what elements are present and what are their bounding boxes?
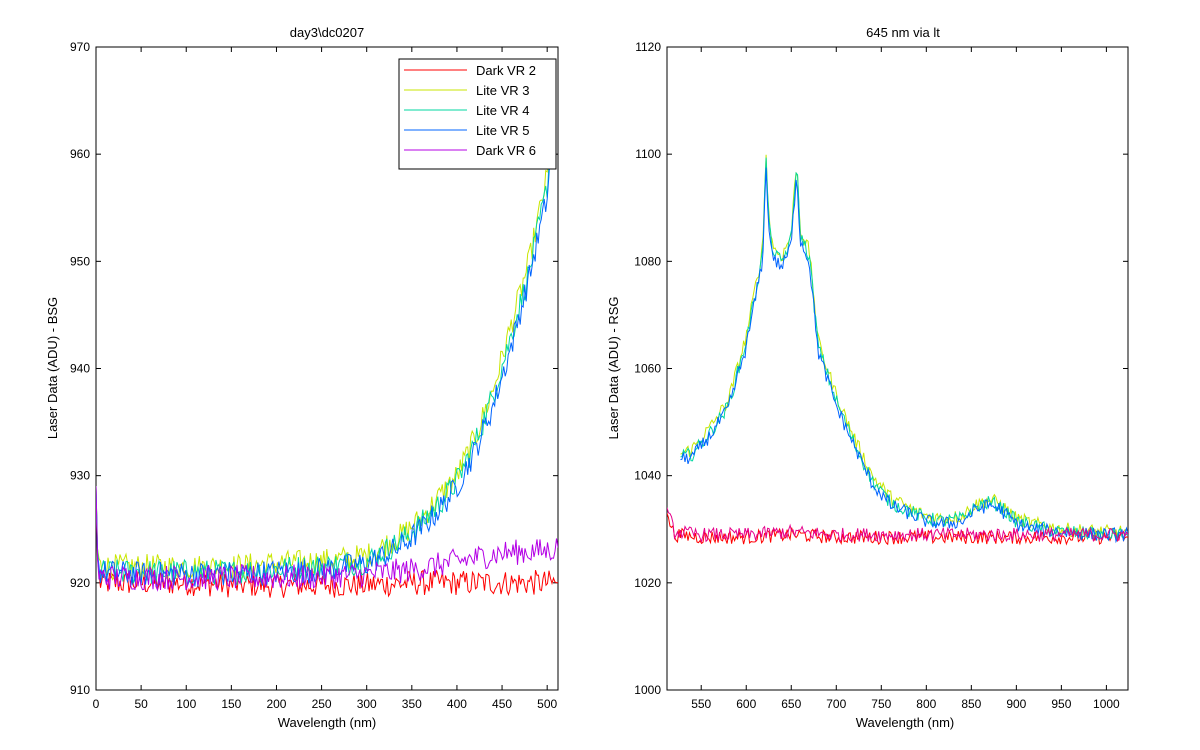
x-tick-label: 200	[266, 697, 286, 711]
x-tick-label: 1000	[1093, 697, 1120, 711]
series-line-lite-vr-3	[96, 121, 553, 582]
y-tick-label: 930	[70, 469, 90, 483]
series-group	[667, 154, 1128, 546]
x-tick-label: 800	[916, 697, 936, 711]
y-tick-label: 920	[70, 576, 90, 590]
y-tick-label: 970	[70, 40, 90, 54]
legend: Dark VR 2 Lite VR 3 Lite VR 4 Lite VR 5 Dark…	[398, 58, 557, 170]
series-line-lite-vr-4	[96, 132, 553, 586]
x-tick-label: 250	[312, 697, 332, 711]
series-line-lite-vr-3	[680, 154, 1128, 539]
right-plot-panel: 645 nm via lt Wavelength (nm) Laser Data…	[606, 25, 1129, 730]
x-tick-label: 850	[961, 697, 981, 711]
y-tick-label: 1080	[634, 254, 661, 268]
legend-label: Dark VR 2	[476, 63, 536, 78]
series-line-lite-vr-4	[680, 157, 1128, 542]
y-tick-label: 1000	[634, 683, 661, 697]
series-line-dark-vr-6	[667, 507, 1128, 544]
x-tick-label: 350	[402, 697, 422, 711]
x-tick-label: 400	[447, 697, 467, 711]
series-line-lite-vr-5	[96, 143, 553, 588]
x-tick-label: 550	[691, 697, 711, 711]
x-tick-label: 600	[736, 697, 756, 711]
y-tick-label: 1060	[634, 362, 661, 376]
series-line-lite-vr-5	[680, 167, 1128, 544]
series-group	[96, 121, 558, 598]
right-x-axis-label: Wavelength (nm)	[856, 715, 955, 730]
y-tick-label: 950	[70, 254, 90, 268]
series-line-dark-vr-6	[96, 486, 558, 592]
left-plot-panel: day3\dc0207 Wavelength (nm) Laser Data (…	[45, 25, 559, 730]
y-tick-label: 1020	[634, 576, 661, 590]
x-tick-label: 0	[93, 697, 100, 711]
x-tick-label: 650	[781, 697, 801, 711]
legend-label: Lite VR 5	[476, 123, 529, 138]
y-tick-label: 960	[70, 147, 90, 161]
left-y-axis-label: Laser Data (ADU) - BSG	[45, 297, 60, 439]
y-tick-label: 910	[70, 683, 90, 697]
y-tick-label: 940	[70, 362, 90, 376]
right-y-axis-label: Laser Data (ADU) - RSG	[606, 296, 621, 439]
legend-label: Dark VR 6	[476, 143, 536, 158]
x-tick-label: 50	[134, 697, 148, 711]
x-tick-label: 950	[1051, 697, 1071, 711]
x-tick-label: 750	[871, 697, 891, 711]
x-tick-label: 100	[176, 697, 196, 711]
legend-label: Lite VR 3	[476, 83, 529, 98]
x-tick-label: 150	[221, 697, 241, 711]
left-plot-title: day3\dc0207	[290, 25, 364, 40]
y-tick-label: 1100	[635, 147, 661, 161]
left-x-axis-label: Wavelength (nm)	[278, 715, 377, 730]
series-line-dark-vr-2	[667, 513, 1128, 546]
right-plot-title: 645 nm via lt	[866, 25, 940, 40]
x-tick-label: 300	[357, 697, 377, 711]
x-tick-label: 900	[1006, 697, 1026, 711]
y-tick-label: 1040	[634, 469, 661, 483]
x-tick-label: 700	[826, 697, 846, 711]
legend-box	[398, 58, 557, 170]
y-tick-label: 1120	[635, 40, 661, 54]
x-tick-label: 450	[492, 697, 512, 711]
legend-label: Lite VR 4	[476, 103, 529, 118]
x-tick-label: 500	[537, 697, 557, 711]
